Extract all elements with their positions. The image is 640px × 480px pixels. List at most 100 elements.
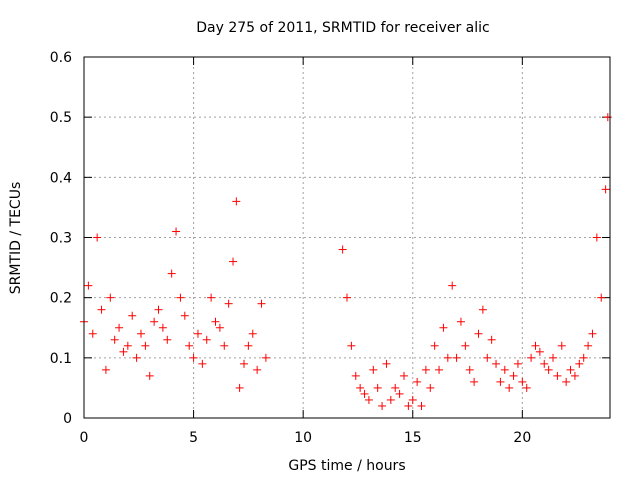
data-point [496,377,505,386]
data-point [239,359,248,368]
y-axis-label: SRMTID / TECUs [8,182,24,295]
data-point [452,353,461,362]
data-point [597,293,606,302]
data-point [220,341,229,350]
x-tick-label: 5 [189,430,198,446]
data-point [224,299,233,308]
data-point [356,383,365,392]
data-point [386,395,395,404]
data-point [492,359,501,368]
data-point [364,395,373,404]
data-point [430,341,439,350]
data-point [257,299,266,308]
data-point [601,185,610,194]
data-point [207,293,216,302]
data-point [575,359,584,368]
data-point [435,365,444,374]
data-point [584,341,593,350]
data-point [211,317,220,326]
data-point [443,353,452,362]
data-point [566,365,575,374]
y-tick-label: 0 [63,411,72,427]
y-tick-label: 0.1 [50,351,72,367]
x-tick-label: 15 [404,430,422,446]
ticks-layer: 0 5 10 15 20 0 0.1 0.2 0.3 0.4 0.5 0.6 [50,50,610,446]
data-point [417,401,426,410]
data-point [549,353,558,362]
data-point [163,335,172,344]
data-point [518,377,527,386]
y-tick-label: 0.5 [50,110,72,126]
data-point [215,323,224,332]
data-point [229,257,238,266]
data-point [93,233,102,242]
data-point [176,293,185,302]
x-axis-label: GPS time / hours [288,458,405,474]
data-point [244,341,253,350]
data-point [470,377,479,386]
y-tick-label: 0.3 [50,231,72,247]
data-point [474,329,483,338]
data-point [395,389,404,398]
data-point [115,323,124,332]
data-point [487,335,496,344]
data-point [557,341,566,350]
data-point [232,197,241,206]
data-point [478,305,487,314]
y-tick-label: 0.4 [50,170,72,186]
data-point [522,383,531,392]
data-point [408,395,417,404]
data-point [369,365,378,374]
data-point [439,323,448,332]
data-point [456,317,465,326]
data-point [106,293,115,302]
data-point [421,365,430,374]
data-point [193,329,202,338]
x-tick-label: 10 [294,430,312,446]
data-point [97,305,106,314]
data-point [343,293,351,302]
data-point [540,359,549,368]
data-point [562,377,571,386]
data-point [351,371,360,380]
data-point [579,353,588,362]
x-tick-label: 20 [513,430,531,446]
data-point [167,269,176,278]
data-point [110,335,119,344]
data-point [253,365,262,374]
data-point [158,323,167,332]
data-point [461,341,470,350]
points-layer [80,113,612,410]
data-point [570,371,579,380]
data-point [150,317,159,326]
data-point [544,365,553,374]
data-point [235,383,244,392]
data-point [248,329,257,338]
data-point [404,401,413,410]
data-point [154,305,163,314]
data-point [202,335,211,344]
data-point [378,401,387,410]
data-point [101,365,110,374]
data-point [382,359,391,368]
data-point [535,347,544,356]
plot-frame [83,56,611,419]
data-point [84,281,93,290]
data-point [338,245,347,254]
data-point [531,341,540,350]
data-point [88,329,97,338]
data-point [448,281,457,290]
data-point [513,359,522,368]
data-point [189,353,198,362]
y-tick-label: 0.2 [50,291,72,307]
data-point [465,365,474,374]
data-point [261,353,270,362]
data-point [185,341,194,350]
data-point [198,359,207,368]
data-point [136,329,145,338]
data-point [347,341,356,350]
data-point [426,383,435,392]
data-point [123,341,132,350]
